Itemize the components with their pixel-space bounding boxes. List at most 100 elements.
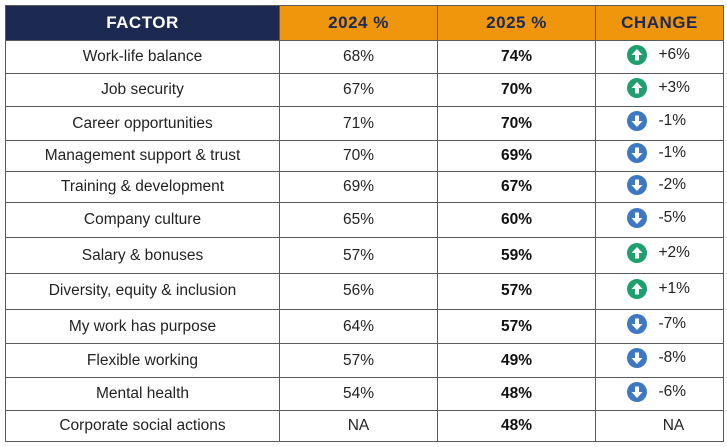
arrow-up-circle-icon [626, 77, 647, 98]
change-indicator: -2% [610, 174, 710, 195]
change-cell: -1% [595, 106, 724, 141]
arrow-down-circle-icon [626, 348, 647, 369]
change-cell: -6% [595, 377, 724, 411]
change-indicator: -1% [610, 143, 710, 164]
header-2025: 2025 % [437, 5, 596, 41]
change-value: -2% [658, 175, 687, 193]
arrow-down-circle-icon [626, 381, 647, 402]
table-row: Diversity, equity & inclusion 56% 57% +1% [5, 272, 724, 310]
value-2024-cell: 68% [279, 39, 438, 75]
factor-cell: Flexible working [5, 343, 280, 379]
change-cell: -2% [595, 170, 724, 204]
value-2024-cell: 64% [279, 308, 438, 345]
change-cell: +2% [595, 237, 724, 274]
change-value: -1% [658, 144, 687, 162]
arrow-up-circle-icon [626, 278, 647, 299]
factor-cell: My work has purpose [5, 308, 280, 345]
arrow-down-circle-icon [626, 143, 647, 164]
change-indicator: -1% [610, 111, 710, 132]
change-value: +3% [658, 78, 690, 96]
table-row: Mental health 54% 48% -6% [5, 377, 724, 411]
factor-cell: Mental health [5, 377, 280, 411]
change-indicator: +2% [610, 243, 710, 264]
table-row: Corporate social actions NA 48% NA [5, 409, 724, 443]
value-2024-cell: 69% [279, 170, 438, 204]
value-2024-cell: 70% [279, 139, 438, 172]
change-cell: -5% [595, 202, 724, 239]
value-2025-cell: 70% [437, 73, 596, 108]
arrow-up-circle-icon [626, 243, 647, 264]
change-cell: +6% [595, 39, 724, 75]
value-2024-cell: 57% [279, 343, 438, 379]
arrow-down-circle-icon [626, 174, 647, 195]
factor-cell: Career opportunities [5, 106, 280, 141]
factor-cell: Job security [5, 73, 280, 108]
change-value: +1% [658, 279, 690, 297]
factor-cell: Work-life balance [5, 39, 280, 75]
change-value: -7% [658, 315, 687, 333]
change-value: -8% [658, 349, 687, 367]
value-2024-cell: 57% [279, 237, 438, 274]
header-factor: FACTOR [5, 5, 280, 41]
value-2025-cell: 70% [437, 106, 596, 141]
header-2024: 2024 % [279, 5, 438, 41]
change-indicator: +1% [610, 278, 710, 299]
value-2025-cell: 57% [437, 272, 596, 310]
change-value: -1% [658, 112, 687, 130]
change-indicator: -6% [610, 381, 710, 402]
arrow-down-circle-icon [626, 314, 647, 335]
value-2025-cell: 57% [437, 308, 596, 345]
value-2025-cell: 74% [437, 39, 596, 75]
factor-table: FACTOR 2024 % 2025 % CHANGE Work-life ba… [5, 5, 724, 443]
arrow-up-circle-icon [626, 44, 647, 65]
change-cell: +3% [595, 73, 724, 108]
arrow-down-circle-icon [626, 111, 647, 132]
value-2025-cell: 48% [437, 409, 596, 443]
factor-cell: Diversity, equity & inclusion [5, 272, 280, 310]
value-2024-cell: 56% [279, 272, 438, 310]
table-row: Career opportunities 71% 70% -1% [5, 106, 724, 141]
value-2025-cell: 49% [437, 343, 596, 379]
change-value: NA [662, 416, 685, 434]
value-2024-cell: 67% [279, 73, 438, 108]
change-indicator: -7% [610, 314, 710, 335]
factor-cell: Management support & trust [5, 139, 280, 172]
change-value: -5% [658, 208, 687, 226]
change-cell: -7% [595, 308, 724, 345]
value-2025-cell: 69% [437, 139, 596, 172]
header-change: CHANGE [595, 5, 724, 41]
factor-cell: Salary & bonuses [5, 237, 280, 274]
table-row: My work has purpose 64% 57% -7% [5, 308, 724, 345]
value-2025-cell: 60% [437, 202, 596, 239]
value-2024-cell: 54% [279, 377, 438, 411]
change-value: -6% [658, 382, 687, 400]
change-cell: +1% [595, 272, 724, 310]
change-cell: NA [595, 409, 724, 443]
change-value: +2% [658, 244, 690, 262]
header-row: FACTOR 2024 % 2025 % CHANGE [5, 5, 724, 41]
table-row: Salary & bonuses 57% 59% +2% [5, 237, 724, 274]
table-row: Job security 67% 70% +3% [5, 73, 724, 108]
change-cell: -8% [595, 343, 724, 379]
table-row: Management support & trust 70% 69% -1% [5, 139, 724, 172]
change-cell: -1% [595, 139, 724, 172]
table-row: Flexible working 57% 49% -8% [5, 343, 724, 379]
value-2025-cell: 48% [437, 377, 596, 411]
value-2024-cell: 65% [279, 202, 438, 239]
change-indicator: -8% [610, 348, 710, 369]
value-2025-cell: 59% [437, 237, 596, 274]
value-2025-cell: 67% [437, 170, 596, 204]
change-value: +6% [658, 45, 690, 63]
factor-cell: Company culture [5, 202, 280, 239]
change-indicator: +3% [610, 77, 710, 98]
table-row: Work-life balance 68% 74% +6% [5, 39, 724, 75]
factor-cell: Training & development [5, 170, 280, 204]
factor-cell: Corporate social actions [5, 409, 280, 443]
change-indicator: +6% [610, 44, 710, 65]
arrow-down-circle-icon [626, 207, 647, 228]
value-2024-cell: 71% [279, 106, 438, 141]
change-indicator: -5% [610, 207, 710, 228]
table-row: Company culture 65% 60% -5% [5, 202, 724, 239]
table-row: Training & development 69% 67% -2% [5, 170, 724, 204]
value-2024-cell: NA [279, 409, 438, 443]
